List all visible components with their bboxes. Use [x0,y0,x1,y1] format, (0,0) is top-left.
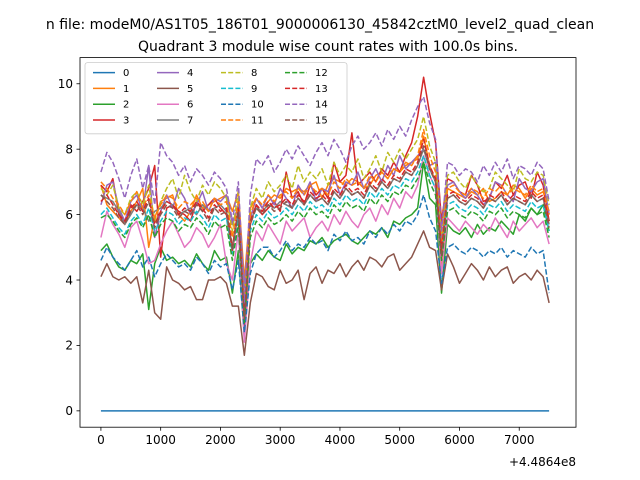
series-layer [100,76,550,412]
legend-label-11: 11 [251,116,264,127]
legend-label-8: 8 [251,68,257,79]
legend-label-1: 1 [123,84,129,95]
series-line-10 [100,194,550,334]
legend-box [84,62,348,135]
series-line-4 [100,148,550,288]
legend-label-14: 14 [315,100,328,111]
y-tick-label: 6 [65,208,73,222]
x-axis-offset-label: +4.4864e8 [509,455,576,469]
legend-label-12: 12 [315,68,328,79]
series-line-1 [100,135,550,281]
legend-label-13: 13 [315,84,328,95]
y-tick-label: 2 [65,339,73,353]
legend-label-10: 10 [251,100,264,111]
x-axis: 0 1000 2000 3000 4000 5000 6000 7000 [97,427,535,447]
y-tick-label: 8 [65,142,73,156]
legend-label-0: 0 [123,68,129,79]
legend-label-7: 7 [187,116,193,127]
series-line-9 [100,154,550,317]
y-tick-label: 4 [65,273,73,287]
x-tick-label: 5000 [384,433,415,447]
series-line-15 [100,145,550,321]
legend-label-5: 5 [187,84,193,95]
plot-frame [79,57,577,428]
legend-label-9: 9 [251,84,257,95]
x-tick-label: 3000 [265,433,296,447]
series-line-11 [100,128,550,307]
legend-label-2: 2 [123,100,129,111]
series-line-5 [100,230,550,356]
legend-label-15: 15 [315,116,328,127]
x-tick-label: 6000 [444,433,475,447]
series-line-13 [100,138,550,317]
x-tick-label: 4000 [325,433,356,447]
legend-label-3: 3 [123,116,129,127]
legend-label-6: 6 [187,100,193,111]
chart-suptitle: n file: modeM0/AS1T05_186T01_9000006130_… [46,17,594,33]
chart-title: Quadrant 3 module wise count rates with … [138,39,518,55]
x-tick-label: 1000 [145,433,176,447]
series-line-12 [100,161,550,324]
series-line-14 [100,96,550,304]
y-tick-label: 10 [58,77,73,91]
x-tick-label: 0 [97,433,105,447]
x-tick-label: 7000 [504,433,535,447]
series-line-6 [100,154,550,343]
y-axis: 0 2 4 6 8 10 [58,77,80,418]
x-tick-label: 2000 [205,433,236,447]
legend-label-4: 4 [187,68,193,79]
y-tick-label: 0 [65,404,73,418]
series-line-8 [100,115,550,301]
